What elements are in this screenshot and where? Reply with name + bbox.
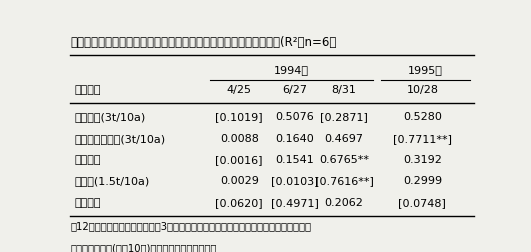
- Text: 10/28: 10/28: [406, 85, 439, 94]
- Text: [0.0103]: [0.0103]: [271, 176, 319, 186]
- Text: [0.0620]: [0.0620]: [216, 197, 263, 207]
- Text: [0.4971]: [0.4971]: [271, 197, 319, 207]
- Text: 0.5076: 0.5076: [276, 112, 314, 122]
- Text: 土壌管理: 土壌管理: [74, 85, 101, 94]
- Text: 6/27: 6/27: [282, 85, 307, 94]
- Text: バーク堆肥施用(3t/10a): バーク堆肥施用(3t/10a): [74, 133, 166, 143]
- Text: 0.3192: 0.3192: [403, 154, 442, 164]
- Text: 表１　土壌微生物ＡＴＰ含量と微生物バイオマス窒素量の相関係数(R²，n=6）: 表１ 土壌微生物ＡＴＰ含量と微生物バイオマス窒素量の相関係数(R²，n=6）: [71, 36, 337, 49]
- Text: 0.0029: 0.0029: [220, 176, 259, 186]
- Text: 堆肥施用(3t/10a): 堆肥施用(3t/10a): [74, 112, 146, 122]
- Text: [0.7711**]: [0.7711**]: [393, 133, 452, 143]
- Text: [0.2871]: [0.2871]: [320, 112, 368, 122]
- Text: 1994年: 1994年: [274, 65, 309, 75]
- Text: [0.7616**]: [0.7616**]: [315, 176, 374, 186]
- Text: 12月中旬に基肥を施用した。3月上旬に堆肥，バーク堆肥を施用し，草生区を除いて: 12月中旬に基肥を施用した。3月上旬に堆肥，バーク堆肥を施用し，草生区を除いて: [71, 220, 312, 230]
- Text: 0.1541: 0.1541: [276, 154, 314, 164]
- Text: 0.5280: 0.5280: [403, 112, 442, 122]
- Text: 0.6765**: 0.6765**: [319, 154, 369, 164]
- Text: 0.0088: 0.0088: [220, 133, 259, 143]
- Text: ロータリー耕(耕深10㎝)を行い，敷わらをした。: ロータリー耕(耕深10㎝)を行い，敷わらをした。: [71, 242, 217, 252]
- Text: [0.1019]: [0.1019]: [216, 112, 263, 122]
- Text: 8/31: 8/31: [332, 85, 357, 94]
- Text: 1995年: 1995年: [408, 65, 443, 75]
- Text: [0.0016]: [0.0016]: [216, 154, 263, 164]
- Text: 草生栽培: 草生栽培: [74, 154, 101, 164]
- Text: 清耕栽培: 清耕栽培: [74, 197, 101, 207]
- Text: 敷わら(1.5t/10a): 敷わら(1.5t/10a): [74, 176, 150, 186]
- Text: 0.1640: 0.1640: [276, 133, 314, 143]
- Text: 0.4697: 0.4697: [324, 133, 364, 143]
- Text: [0.0748]: [0.0748]: [398, 197, 446, 207]
- Text: 0.2062: 0.2062: [325, 197, 364, 207]
- Text: 0.2999: 0.2999: [403, 176, 442, 186]
- Text: 4/25: 4/25: [227, 85, 252, 94]
